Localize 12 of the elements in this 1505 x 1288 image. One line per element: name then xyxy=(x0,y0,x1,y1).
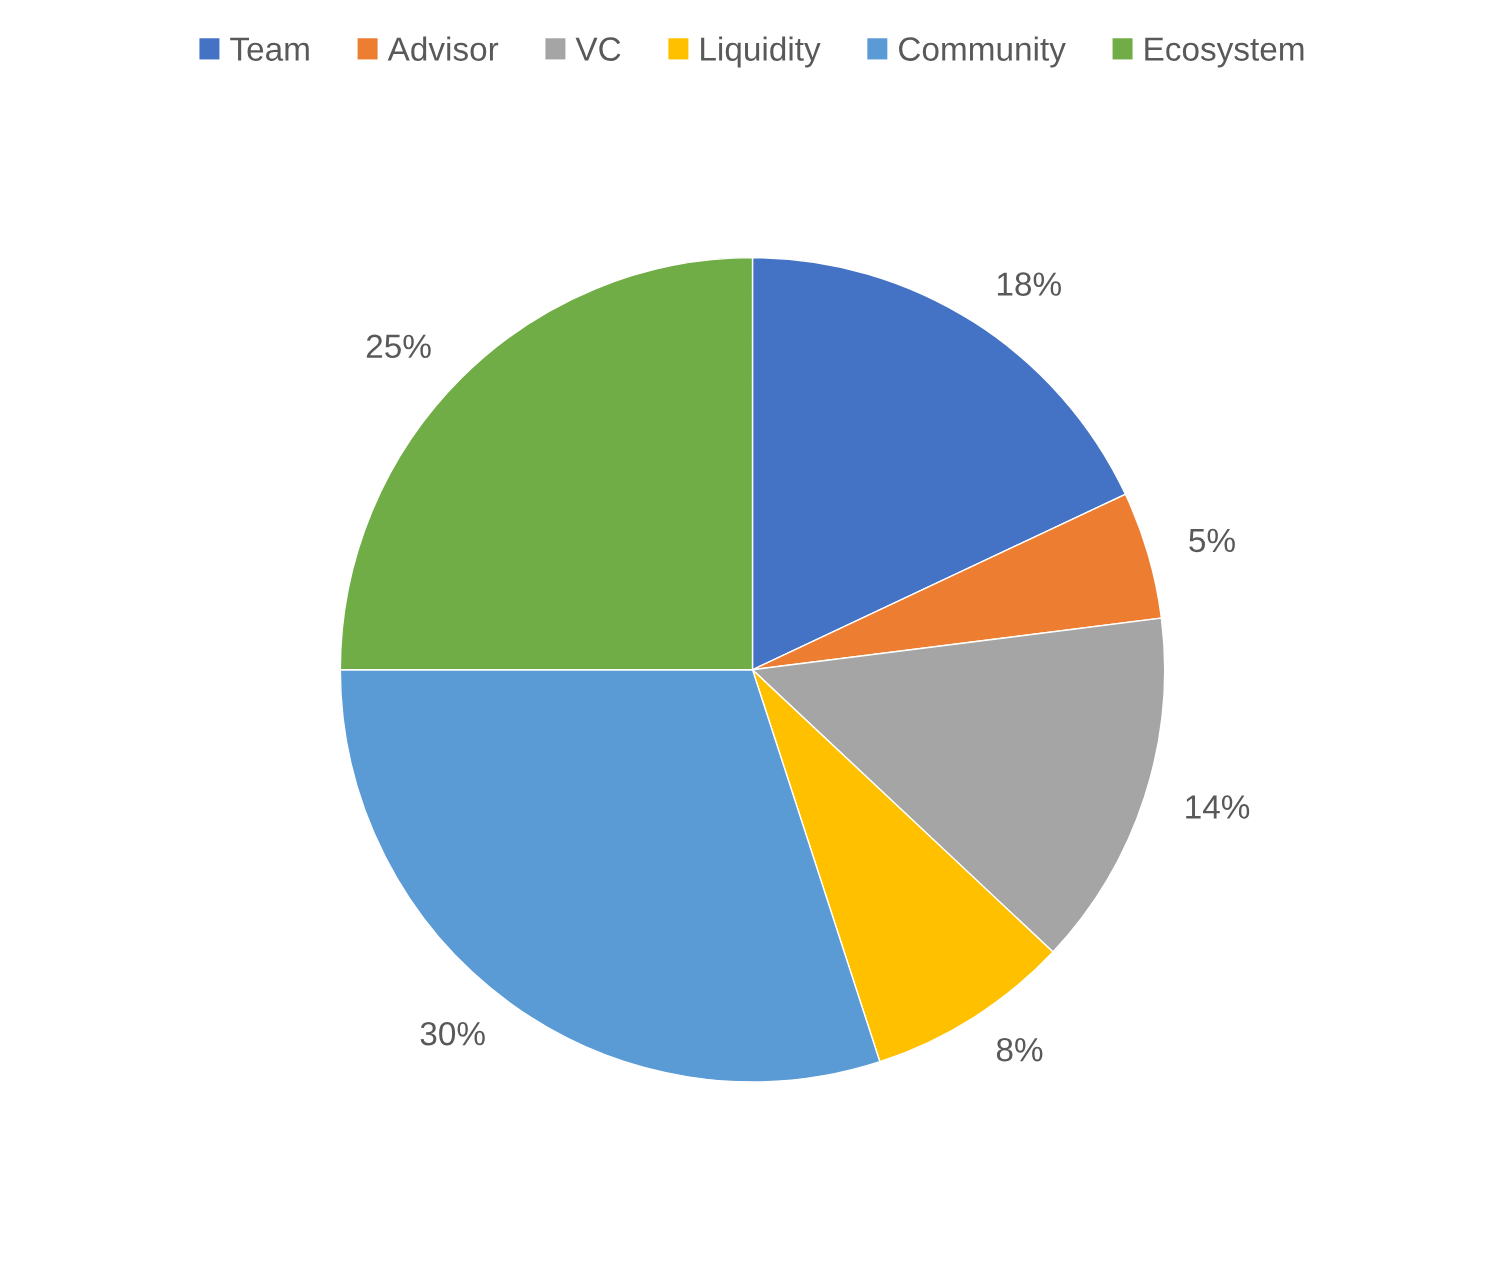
data-label: 8% xyxy=(996,1037,1043,1062)
legend-label: VC xyxy=(575,37,621,61)
data-label: 14% xyxy=(1186,795,1250,819)
data-label: 5% xyxy=(1189,528,1235,553)
legend-label: Team xyxy=(230,37,309,61)
legend-label: Advisor xyxy=(387,36,499,61)
data-label: 18% xyxy=(997,272,1061,296)
data-label: 30% xyxy=(420,1021,485,1046)
data-label: 25% xyxy=(366,334,431,359)
legend-label: Community xyxy=(899,36,1066,68)
legend-label: Liquidity xyxy=(701,36,821,68)
legend-label: Ecosystem xyxy=(1145,37,1304,68)
